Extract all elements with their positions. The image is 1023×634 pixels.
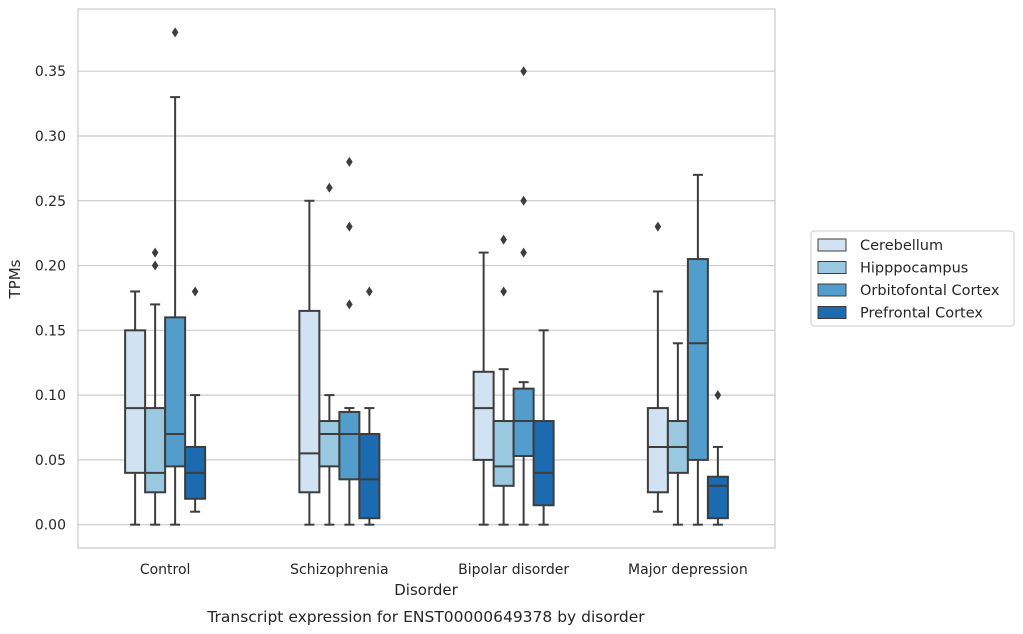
y-tick-label: 0.10 <box>35 388 66 404</box>
outlier-point <box>171 27 179 38</box>
x-tick-label: Major depression <box>628 562 748 578</box>
outlier-point <box>326 182 333 193</box>
legend-label: Hipppocampus <box>860 261 968 277</box>
box-3-0 <box>646 221 669 513</box>
outlier-point <box>500 286 507 297</box>
box-0-1 <box>144 247 167 526</box>
legend-label: Orbitofontal Cortex <box>860 283 1000 299</box>
box <box>124 329 147 474</box>
outlier-point <box>346 156 353 167</box>
box <box>646 407 669 494</box>
box <box>472 370 495 461</box>
box-3-2 <box>686 173 709 526</box>
y-tick-label: 0.35 <box>35 64 66 80</box>
chart-caption: Transcript expression for ENST0000064937… <box>206 608 645 626</box>
x-tick-label: Schizophrenia <box>290 562 388 578</box>
box-3-3 <box>706 390 729 526</box>
y-tick-labels: 0.00 0.05 0.10 0.15 0.20 0.25 0.30 0.35 <box>35 64 66 533</box>
outlier-point <box>520 247 527 258</box>
legend-swatch <box>817 238 847 252</box>
plot-frame <box>77 8 776 549</box>
y-axis-label: TPMs <box>6 259 24 299</box>
x-axis-label: Disorder <box>394 581 458 599</box>
y-tick-label: 0.30 <box>35 129 66 145</box>
x-tick-label: Bipolar disorder <box>458 562 569 578</box>
outlier-point <box>191 286 199 297</box>
boxes <box>124 27 729 526</box>
box <box>532 420 555 507</box>
box-2-3 <box>532 329 555 526</box>
y-tick-label: 0.05 <box>35 453 66 469</box>
box-2-1 <box>492 234 515 526</box>
outlier-point <box>500 234 507 245</box>
box <box>492 420 515 487</box>
legend-swatch <box>817 283 847 297</box>
y-tick-label: 0.20 <box>35 259 66 275</box>
outlier-point <box>151 260 159 271</box>
outlier-point <box>520 195 527 206</box>
box-1-3 <box>358 286 381 526</box>
y-tick-label: 0.25 <box>35 194 66 210</box>
box <box>706 475 729 520</box>
box-0-3 <box>184 286 207 513</box>
outlier-point <box>714 390 722 401</box>
box <box>338 410 361 481</box>
legend: Cerebellum Hipppocampus Orbitofontal Corte… <box>810 230 1015 327</box>
legend-label: Prefrontal Cortex <box>860 306 983 322</box>
box-0-0 <box>124 290 147 526</box>
box-1-2 <box>338 156 361 526</box>
outlier-point <box>151 247 159 258</box>
outlier-point <box>346 221 353 232</box>
legend-frame <box>810 230 1015 327</box>
outlier-point <box>654 221 662 232</box>
box-1-0 <box>298 199 321 526</box>
box <box>164 316 187 468</box>
box <box>358 432 381 520</box>
box-2-0 <box>472 251 495 526</box>
box-1-1 <box>318 182 341 526</box>
box <box>512 387 535 458</box>
box-2-2 <box>512 66 535 526</box>
y-tick-label: 0.00 <box>35 518 66 534</box>
box <box>686 258 709 461</box>
box <box>298 309 321 494</box>
outlier-point <box>520 66 527 77</box>
x-tick-label: Control <box>140 562 191 578</box>
legend-label: Cerebellum <box>860 238 943 254</box>
legend-swatch <box>817 306 847 319</box>
outlier-point <box>346 299 353 310</box>
box-0-2 <box>164 27 187 526</box>
legend-swatch <box>817 261 847 274</box>
outlier-point <box>366 286 373 297</box>
box <box>318 420 341 468</box>
x-tick-labels: Control Schizophrenia Bipolar disorder Majo… <box>140 562 748 578</box>
box <box>144 407 167 494</box>
y-tick-label: 0.15 <box>35 323 66 339</box>
